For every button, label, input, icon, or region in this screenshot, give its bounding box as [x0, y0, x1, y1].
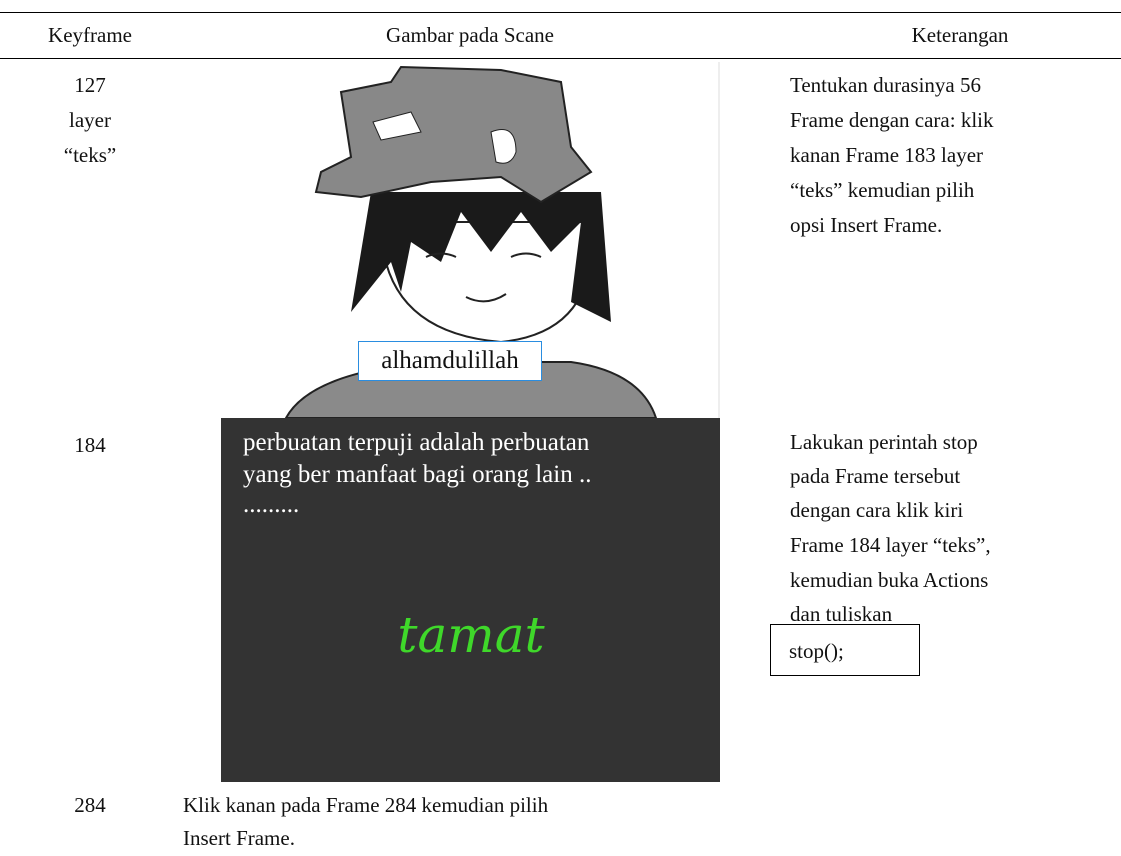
scene-text: .........: [243, 491, 300, 518]
header-cell: Keyframe: [48, 23, 132, 47]
scene-image: perbuatan terpuji adalah perbuatan yang …: [221, 418, 720, 782]
note-line: Tentukan durasinya 56: [790, 73, 981, 97]
keyframe: layer: [69, 108, 111, 132]
scene-text: perbuatan terpuji adalah perbuatan: [243, 429, 590, 456]
note-line: pada Frame tersebut: [790, 464, 961, 488]
scene-title: tamat: [397, 606, 545, 664]
keyframe: “teks”: [63, 143, 117, 167]
note-line: “teks” kemudian pilih: [790, 178, 975, 202]
note-line: dan tuliskan: [790, 602, 893, 626]
keyframe: 127: [74, 73, 106, 97]
keyframe: 284: [74, 793, 106, 817]
note-line: Lakukan perintah stop: [790, 430, 978, 454]
keyframe: 184: [74, 433, 106, 457]
note-line: Klik kanan pada Frame 284 kemudian pilih: [183, 793, 549, 817]
note-line: Frame dengan cara: klik: [790, 108, 994, 132]
note-line: kemudian buka Actions: [790, 568, 989, 592]
text-box: alhamdulillah: [358, 341, 542, 381]
code-box: stop();: [770, 624, 920, 676]
table-rule: [0, 12, 1121, 13]
note-line: Frame 184 layer “teks”,: [790, 533, 991, 557]
table-rule: [0, 58, 1121, 59]
header-cell: Keterangan: [911, 23, 1009, 47]
note-line: kanan Frame 183 layer: [790, 143, 984, 167]
scene-text: yang ber manfaat bagi orang lain ..: [243, 461, 592, 488]
note-line: dengan cara klik kiri: [790, 498, 964, 522]
note-line: opsi Insert Frame.: [790, 213, 943, 237]
character-drawing: [284, 62, 720, 419]
scene-image: alhamdulillah: [281, 62, 721, 419]
note-line: Insert Frame.: [183, 826, 295, 850]
header-cell: Gambar pada Scane: [386, 23, 554, 47]
